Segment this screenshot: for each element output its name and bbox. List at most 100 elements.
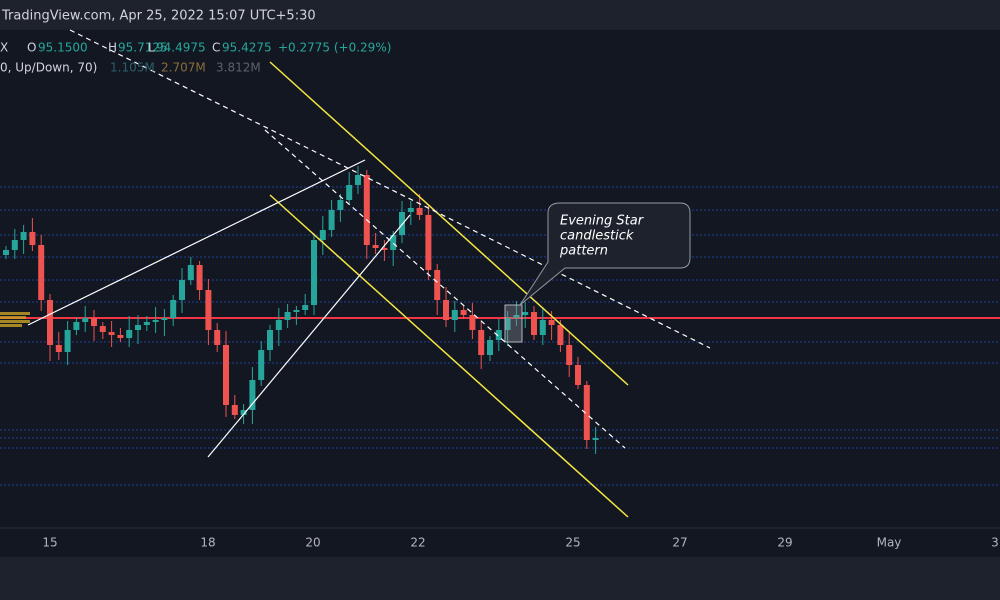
bottom-strip xyxy=(0,557,1000,600)
x-tick-label: May xyxy=(877,536,902,550)
candle-body xyxy=(575,365,581,385)
candle-body xyxy=(363,175,370,245)
candle-body xyxy=(293,310,300,312)
x-tick-label: 27 xyxy=(672,536,687,550)
candle-body xyxy=(319,230,326,240)
candle-body xyxy=(55,345,62,352)
x-tick-label: 18 xyxy=(200,536,215,550)
candle-body xyxy=(47,300,53,345)
candle-body xyxy=(99,326,106,332)
x-tick-label: 15 xyxy=(42,536,57,550)
pattern-highlight xyxy=(504,304,523,343)
candle-body xyxy=(126,330,133,338)
candle-body xyxy=(531,312,537,335)
candle-body xyxy=(328,210,335,230)
candle-body xyxy=(258,350,265,380)
candle-body xyxy=(539,320,546,335)
top-bar xyxy=(0,0,1000,30)
candle-body xyxy=(302,305,309,310)
candle-body xyxy=(3,250,9,255)
candle-body xyxy=(91,318,97,326)
candle-body xyxy=(20,232,27,240)
x-tick-label: 20 xyxy=(305,536,320,550)
x-tick-label: 25 xyxy=(565,536,580,550)
candle-body xyxy=(161,318,168,320)
dashed-trend-line xyxy=(69,29,711,349)
legend: X O 95.1500 H 95.7125 L 94.4975 C 95.427… xyxy=(0,41,391,75)
x-tick-label: 3 xyxy=(991,536,999,550)
volume-up: 1.105M xyxy=(110,61,155,75)
candle-body xyxy=(443,300,449,320)
volume-profile-bar xyxy=(0,324,22,327)
candle-body xyxy=(522,312,529,315)
candle-body xyxy=(214,330,221,345)
candle-body xyxy=(275,320,282,330)
volume-total: 3.812M xyxy=(216,61,261,75)
candle-body xyxy=(82,318,89,322)
callout-box xyxy=(519,202,691,306)
candle-body xyxy=(425,215,432,270)
x-tick-label: 22 xyxy=(410,536,425,550)
candle-body xyxy=(223,345,229,405)
annotation-line: pattern xyxy=(559,244,608,259)
open-value: 95.1500 xyxy=(38,41,88,55)
high-value: 95.7125 xyxy=(118,41,168,55)
close-value: 95.4275 xyxy=(222,41,272,55)
candle-body xyxy=(249,380,256,410)
candle-body xyxy=(566,345,573,365)
volume-profile-bar xyxy=(0,312,30,315)
channel-line xyxy=(269,61,629,386)
candle-body xyxy=(267,330,273,350)
candle-body xyxy=(592,438,599,440)
candle-body xyxy=(187,265,194,280)
candle-body xyxy=(179,280,185,300)
candle-body xyxy=(469,315,476,330)
annotation-line: candlestick xyxy=(560,229,634,244)
x-tick-label: 29 xyxy=(777,536,792,550)
annotation: Evening Star candlestick pattern xyxy=(519,202,691,306)
candle-body xyxy=(513,315,520,318)
candle-body xyxy=(108,332,115,335)
candle-body xyxy=(311,240,317,305)
close-label: C xyxy=(212,41,220,55)
candle-body xyxy=(143,322,150,325)
volume-down: 2.707M xyxy=(161,61,206,75)
candle-body xyxy=(451,310,458,320)
volume-label: 0, Up/Down, 70) xyxy=(0,61,97,75)
volume-profile-bar xyxy=(0,316,26,319)
candle-body xyxy=(196,265,203,290)
candle-body xyxy=(504,318,511,330)
change-value: +0.2775 (+0.29%) xyxy=(278,41,391,55)
candle-body xyxy=(487,340,493,355)
channel-line xyxy=(269,194,629,518)
plot-area xyxy=(0,29,1000,518)
candle-body xyxy=(64,330,71,352)
low-label: L xyxy=(148,41,155,55)
wedge-line xyxy=(207,214,411,458)
low-value: 94.4975 xyxy=(156,41,206,55)
candle-body xyxy=(548,320,555,325)
candle-body xyxy=(337,200,344,210)
candle-body xyxy=(355,175,361,185)
candle-body xyxy=(346,185,353,200)
candle-body xyxy=(205,290,212,330)
candle-body xyxy=(434,270,441,300)
candle-body xyxy=(135,325,141,330)
candle-body xyxy=(416,208,423,215)
candle-body xyxy=(390,235,397,250)
candle-body xyxy=(583,385,590,440)
volume-profile-bar xyxy=(0,320,30,323)
annotation-line: Evening Star xyxy=(560,214,645,229)
candle-body xyxy=(231,405,238,415)
candle-body xyxy=(152,320,159,322)
header-title: TradingView.com, Apr 25, 2022 15:07 UTC+… xyxy=(1,9,316,24)
x-axis: 15 18 20 22 25 27 29 May 3 xyxy=(42,536,998,550)
candle-body xyxy=(117,335,124,338)
candle-body xyxy=(478,330,485,355)
candle-body xyxy=(170,300,177,318)
candle-body xyxy=(460,310,467,315)
candle-body xyxy=(38,245,45,300)
candle-body xyxy=(381,248,388,250)
